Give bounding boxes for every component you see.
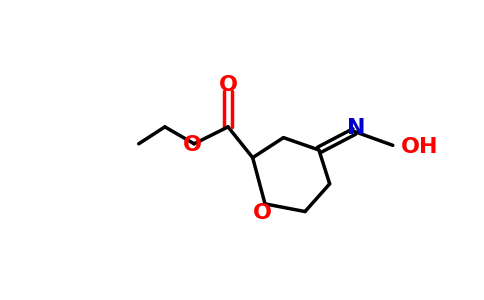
- Text: O: O: [253, 203, 272, 223]
- Text: OH: OH: [401, 137, 438, 157]
- Text: N: N: [347, 118, 365, 138]
- Text: O: O: [219, 75, 238, 95]
- Text: O: O: [183, 135, 202, 155]
